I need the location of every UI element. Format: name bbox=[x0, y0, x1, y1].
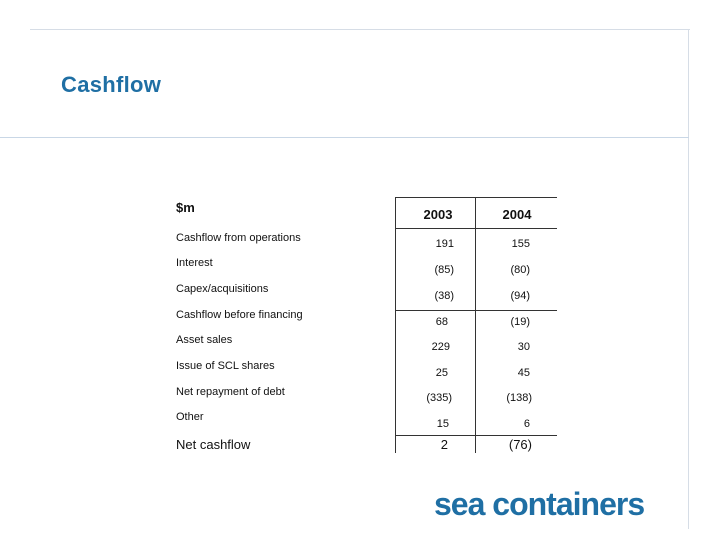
total-value-2004: (76) bbox=[508, 437, 532, 452]
row-value-2004: 45 bbox=[517, 367, 530, 379]
row-value-2003: 191 bbox=[435, 238, 454, 250]
column-header-2003: 2003 bbox=[423, 207, 453, 222]
title-divider bbox=[0, 137, 689, 138]
table-divider-left bbox=[395, 197, 396, 453]
row-label-capex: Capex/acquisitions bbox=[176, 283, 269, 295]
row-label-debt-repayment: Net repayment of debt bbox=[176, 386, 285, 398]
unit-label: $m bbox=[176, 200, 195, 215]
company-logo: sea containers bbox=[434, 486, 645, 522]
table-header-top-rule bbox=[395, 197, 557, 198]
row-value-2004: 6 bbox=[523, 418, 530, 430]
row-value-2004: (94) bbox=[510, 290, 530, 302]
row-label-asset-sales: Asset sales bbox=[176, 334, 233, 346]
row-label-operations: Cashflow from operations bbox=[176, 232, 301, 244]
row-value-2003: (335) bbox=[426, 392, 452, 404]
subtotal-rule bbox=[395, 310, 557, 311]
row-value-2004: (80) bbox=[510, 264, 530, 276]
row-value-2004: (19) bbox=[510, 316, 530, 328]
column-header-2004: 2004 bbox=[502, 207, 532, 222]
row-label-interest: Interest bbox=[176, 257, 213, 269]
row-label-net-cashflow: Net cashflow bbox=[176, 437, 251, 452]
frame-top-border bbox=[30, 29, 690, 30]
row-value-2003: 25 bbox=[435, 367, 448, 379]
table-header-bottom-rule bbox=[395, 228, 557, 229]
row-value-2003: (85) bbox=[434, 264, 454, 276]
frame-right-border bbox=[688, 29, 689, 529]
table-divider-mid bbox=[475, 197, 476, 453]
row-value-2003: (38) bbox=[434, 290, 454, 302]
total-value-2003: 2 bbox=[440, 437, 448, 452]
row-value-2003: 229 bbox=[431, 341, 450, 353]
row-label-other: Other bbox=[176, 411, 204, 423]
slide-title: Cashflow bbox=[61, 72, 162, 97]
row-value-2004: 155 bbox=[511, 238, 530, 250]
row-value-2004: (138) bbox=[506, 392, 532, 404]
row-label-issue-shares: Issue of SCL shares bbox=[176, 360, 275, 372]
row-label-before-financing: Cashflow before financing bbox=[176, 309, 303, 321]
row-value-2004: 30 bbox=[517, 341, 530, 353]
total-rule bbox=[395, 435, 557, 436]
row-value-2003: 15 bbox=[436, 418, 449, 430]
row-value-2003: 68 bbox=[435, 316, 448, 328]
